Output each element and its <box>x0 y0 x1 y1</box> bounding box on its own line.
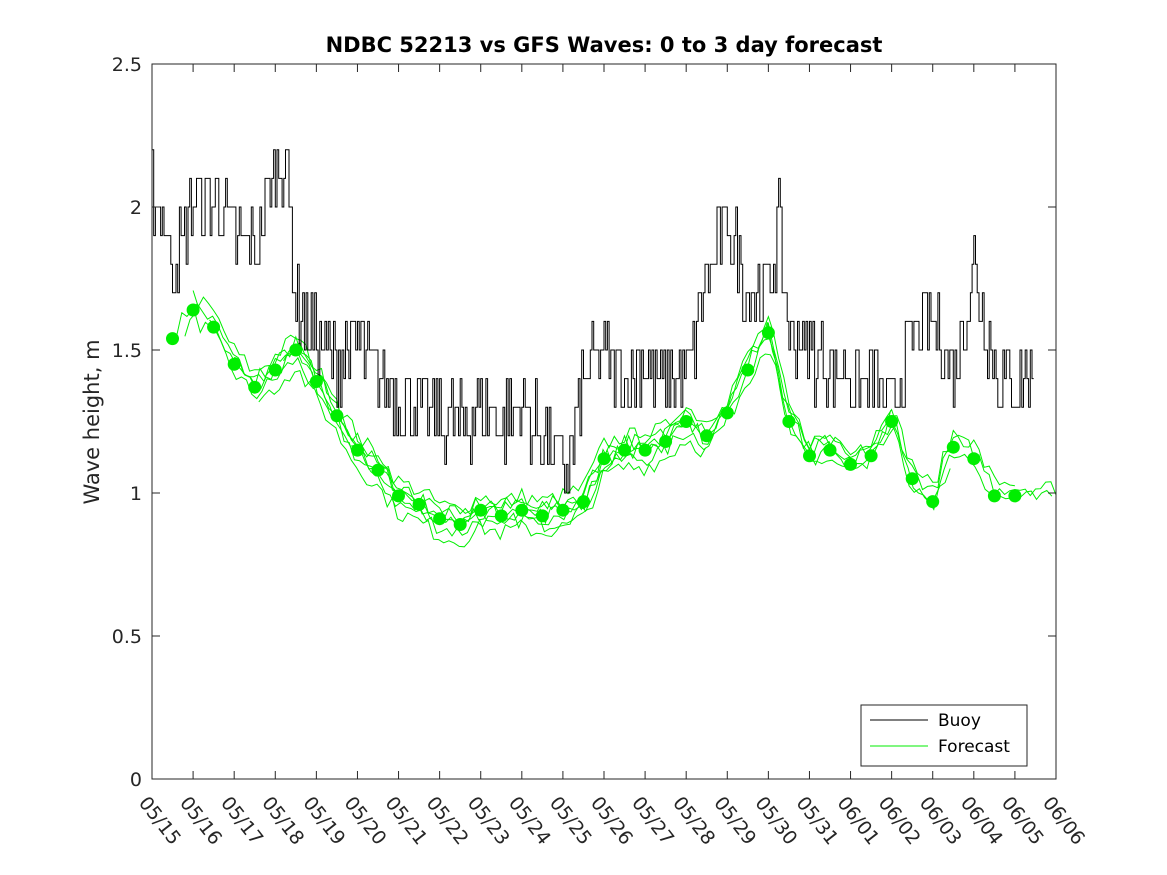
x-tick-label: 05/16 <box>175 793 226 850</box>
chart-title: NDBC 52213 vs GFS Waves: 0 to 3 day fore… <box>326 33 883 57</box>
forecast-point <box>186 303 200 317</box>
forecast-point <box>453 518 467 531</box>
legend: Buoy Forecast <box>860 704 1028 767</box>
forecast-point <box>535 509 549 523</box>
forecast-point <box>515 503 529 517</box>
forecast-point <box>494 509 508 523</box>
forecast-point <box>946 440 960 454</box>
x-tick-label: 05/15 <box>134 793 185 850</box>
forecast-point <box>597 452 611 466</box>
forecast-run-line <box>192 290 1015 515</box>
x-tick-label: 06/05 <box>997 793 1048 850</box>
forecast-run-line <box>184 312 951 537</box>
x-tick-label: 06/06 <box>1038 793 1089 850</box>
forecast-point <box>207 320 221 334</box>
forecast-point <box>166 332 179 346</box>
x-tick-label: 05/19 <box>298 793 349 850</box>
x-tick-label: 05/20 <box>340 793 391 850</box>
forecast-point <box>392 489 405 503</box>
legend-forecast-label: Forecast <box>938 737 1010 757</box>
y-tick-label: 1 <box>130 483 142 505</box>
y-tick-label: 2.5 <box>112 54 142 76</box>
forecast-point <box>885 415 899 428</box>
forecast-point <box>844 457 857 471</box>
x-tick-label: 05/27 <box>627 793 678 850</box>
forecast-point <box>577 495 590 509</box>
x-tick-label: 05/24 <box>504 793 555 850</box>
forecast-point <box>371 463 385 477</box>
forecast-run-line <box>176 302 892 526</box>
x-tick-label: 06/01 <box>833 793 884 850</box>
forecast-point <box>700 429 714 443</box>
forecast-point <box>412 497 426 511</box>
forecast-point <box>741 363 755 377</box>
legend-buoy-label: Buoy <box>938 711 981 731</box>
forecast-point <box>926 495 940 509</box>
x-tick-label: 05/17 <box>216 793 267 850</box>
x-tick-label: 05/23 <box>463 793 514 850</box>
x-tick-label: 06/02 <box>874 793 925 850</box>
forecast-point <box>864 449 878 463</box>
forecast-run-line <box>283 345 685 525</box>
x-tick-label: 06/04 <box>956 793 1007 850</box>
forecast-point <box>967 452 981 466</box>
plot-area <box>152 149 1057 548</box>
forecast-point <box>289 343 303 357</box>
y-tick-label: 2 <box>130 197 142 219</box>
forecast-point <box>474 503 488 517</box>
y-tick-label: 0.5 <box>112 626 142 648</box>
x-tick-label: 05/21 <box>381 793 432 850</box>
x-tick-label: 05/18 <box>257 793 308 850</box>
axes-box <box>151 63 1057 780</box>
forecast-point <box>556 503 570 517</box>
x-tick-label: 05/25 <box>545 793 596 850</box>
forecast-point <box>761 326 775 340</box>
forecast-point <box>433 512 447 526</box>
x-tick-label: 05/26 <box>586 793 637 850</box>
forecast-point <box>987 489 1001 503</box>
forecast-point <box>330 409 344 423</box>
forecast-point <box>227 357 241 371</box>
x-tick-label: 06/03 <box>915 793 966 850</box>
forecast-point <box>679 415 693 428</box>
forecast-point <box>823 443 837 457</box>
forecast-point <box>905 472 919 486</box>
forecast-point <box>351 443 364 457</box>
y-tick-label: 1.5 <box>112 340 142 362</box>
forecast-point <box>1008 489 1022 503</box>
y-tick-label: 0 <box>130 769 142 791</box>
x-tick-label: 05/28 <box>668 793 719 850</box>
legend-box <box>860 704 1028 767</box>
y-axis-label: Wave height, m <box>80 339 104 504</box>
forecast-point <box>638 443 652 457</box>
forecast-point <box>268 363 282 377</box>
forecast-point <box>720 406 734 420</box>
x-tick-label: 05/31 <box>792 793 843 850</box>
forecast-point <box>309 375 323 388</box>
x-tick-label: 05/29 <box>709 793 760 850</box>
forecast-run-line <box>258 369 707 548</box>
forecast-point <box>659 435 673 448</box>
forecast-run-line <box>234 321 1057 519</box>
buoy-series-line <box>152 149 1034 494</box>
x-tick-label: 05/30 <box>750 793 801 850</box>
y-axis: 0 0.5 1 1.5 2 2.5 <box>112 54 1056 791</box>
forecast-point <box>782 415 796 428</box>
forecast-point <box>248 380 262 394</box>
x-tick-label: 05/22 <box>422 793 473 850</box>
forecast-point <box>618 443 631 457</box>
forecast-point <box>803 449 816 463</box>
